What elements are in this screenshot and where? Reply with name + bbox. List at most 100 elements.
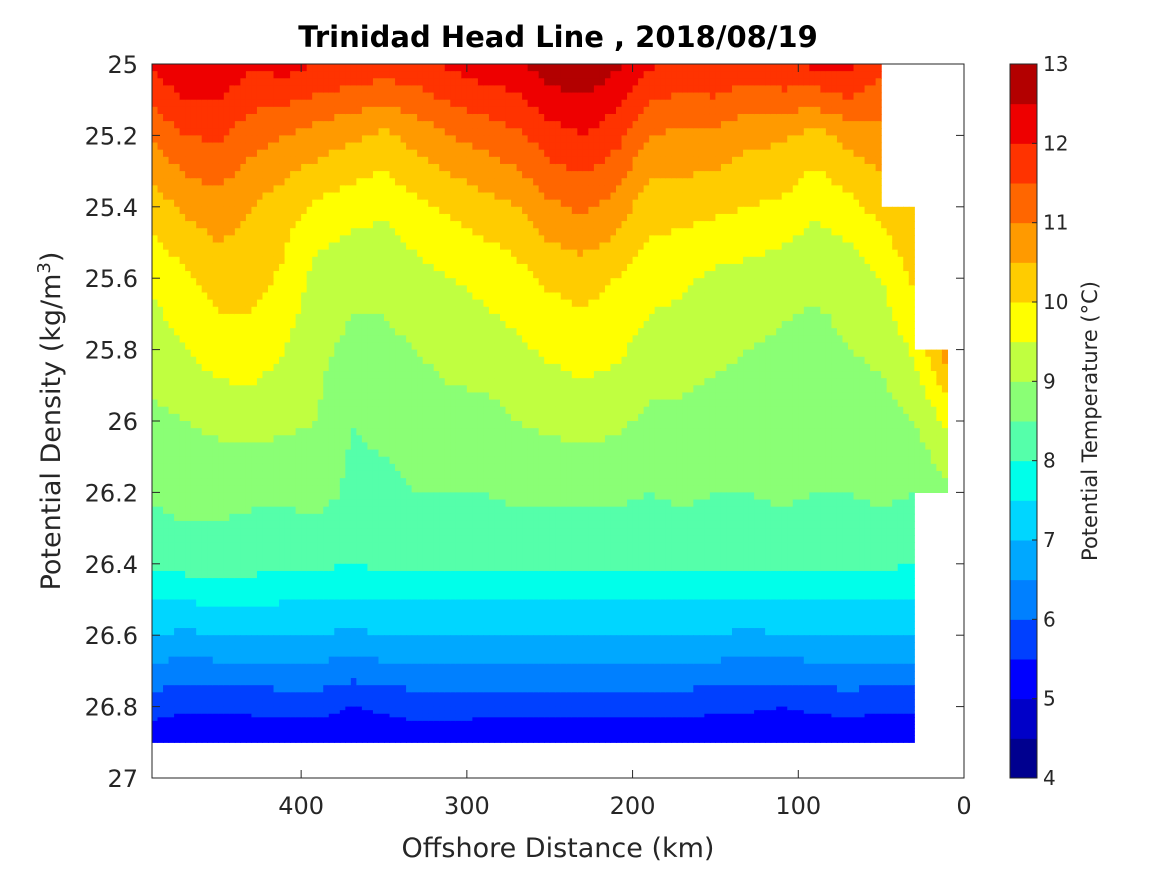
contour-cell <box>698 178 705 186</box>
contour-cell <box>174 242 181 251</box>
contour-cell <box>770 156 777 165</box>
contour-cell <box>643 292 650 301</box>
contour-cell <box>511 192 518 201</box>
contour-cell <box>698 142 705 151</box>
contour-cell <box>649 228 656 236</box>
contour-cell <box>339 128 346 136</box>
contour-cell <box>571 249 578 258</box>
contour-cell <box>549 263 556 272</box>
contour-cell <box>295 92 302 101</box>
contour-cell <box>709 163 717 172</box>
contour-cell <box>428 142 435 151</box>
contour-cell <box>577 206 584 215</box>
contour-cell <box>284 271 291 279</box>
contour-cell <box>378 85 385 94</box>
contour-cell <box>406 228 413 236</box>
contour-cell <box>157 149 164 158</box>
contour-cell <box>367 299 374 308</box>
contour-cell <box>748 178 755 186</box>
contour-cell <box>323 213 330 222</box>
contour-cell <box>466 142 473 151</box>
contour-cell <box>301 156 308 165</box>
contour-cell <box>422 235 429 244</box>
contour-cell <box>472 306 479 315</box>
contour-cell <box>411 92 418 101</box>
contour-cell <box>522 128 529 136</box>
contour-cell <box>859 256 866 265</box>
contour-cell <box>803 149 810 158</box>
contour-cell <box>234 149 241 158</box>
contour-cell <box>853 135 860 144</box>
contour-cell <box>306 178 313 186</box>
contour-cell <box>218 242 225 251</box>
contour-cell <box>290 292 297 301</box>
contour-cell <box>593 306 601 315</box>
contour-cell <box>582 199 589 208</box>
contour-cell <box>218 278 225 286</box>
contour-cell <box>223 313 230 322</box>
contour-cell <box>268 135 275 144</box>
contour-cell <box>306 121 313 129</box>
contour-cell <box>632 99 639 108</box>
contour-cell <box>848 221 855 229</box>
contour-cell <box>593 113 601 122</box>
contour-cell <box>234 178 241 186</box>
contour-cell <box>759 206 766 215</box>
contour-cell <box>825 242 833 251</box>
contour-cell <box>406 271 413 279</box>
contour-cell <box>306 278 313 286</box>
contour-cell <box>754 271 761 279</box>
contour-cell <box>621 128 628 136</box>
contour-cell <box>621 199 628 208</box>
contour-cell <box>372 156 380 165</box>
contour-cell <box>516 278 523 286</box>
contour-cell <box>604 85 612 94</box>
contour-cell <box>494 213 501 222</box>
contour-cell <box>455 92 462 101</box>
contour-cell <box>483 71 490 79</box>
contour-cell <box>720 142 728 151</box>
contour-cell <box>168 306 175 315</box>
contour-cell <box>693 221 700 229</box>
contour-cell <box>665 213 672 222</box>
contour-cell <box>643 106 650 115</box>
contour-cell <box>301 263 308 272</box>
contour-cell <box>748 121 755 129</box>
contour-cell <box>339 342 346 351</box>
contour-cell <box>776 263 783 272</box>
contour-cell <box>367 342 374 351</box>
contour-cell <box>505 106 512 115</box>
contour-cell <box>372 213 380 222</box>
contour-cell <box>185 178 192 186</box>
contour-cell <box>809 221 816 229</box>
contour-cell <box>616 192 623 201</box>
contour-cell <box>400 78 407 87</box>
contour-cell <box>256 263 264 272</box>
contour-cell <box>372 306 380 315</box>
contour-cell <box>875 128 882 136</box>
contour-cell <box>555 78 562 87</box>
contour-cell <box>411 306 418 315</box>
contour-cell <box>207 92 214 101</box>
contour-cell <box>500 249 507 258</box>
contour-cell <box>593 163 601 172</box>
contour-cell <box>201 178 208 186</box>
contour-cell <box>715 263 722 272</box>
contour-cell <box>240 199 247 208</box>
contour-cell <box>433 135 440 144</box>
contour-cell <box>726 199 733 208</box>
contour-cell <box>229 92 236 101</box>
contour-cell <box>207 135 214 144</box>
contour-cell <box>174 171 181 179</box>
contour-cell <box>643 78 650 87</box>
contour-cell <box>163 271 170 279</box>
contour-cell <box>290 106 297 115</box>
contour-cell <box>323 278 330 286</box>
contour-cell <box>395 271 402 279</box>
contour-cell <box>765 128 772 136</box>
contour-cell <box>295 271 302 279</box>
contour-cell <box>698 71 705 79</box>
contour-cell <box>461 92 468 101</box>
contour-cell <box>787 78 794 87</box>
contour-cell <box>262 135 269 144</box>
